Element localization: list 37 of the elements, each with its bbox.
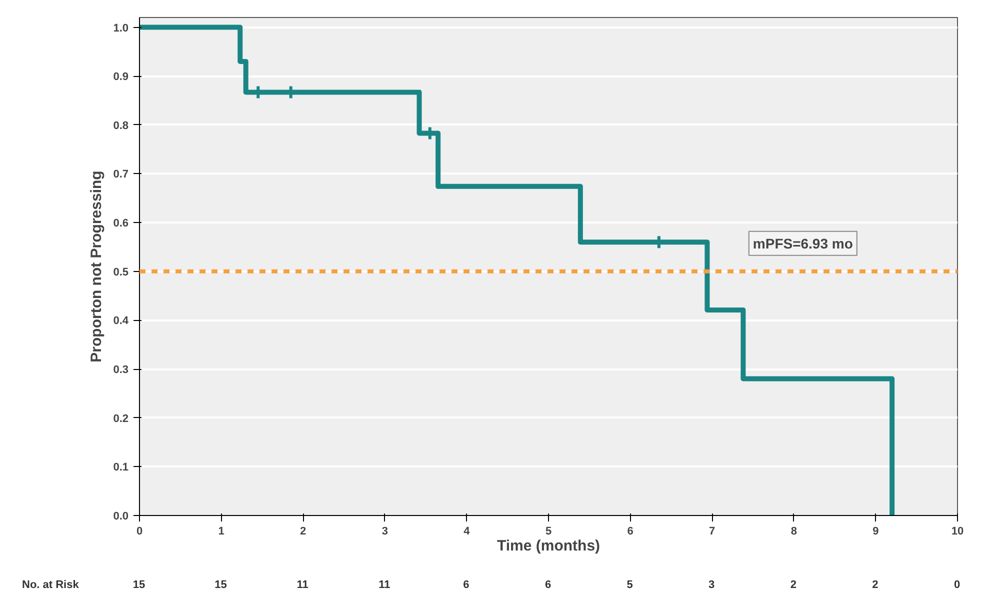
x-tick-label: 3 bbox=[382, 526, 388, 538]
annotation: mPFS=6.93 mo bbox=[752, 235, 853, 252]
text: 11 bbox=[378, 578, 392, 593]
y-tick-label: 0.0 bbox=[113, 510, 129, 522]
x-tick-label: 8 bbox=[790, 526, 797, 538]
y-tick-label: 0.1 bbox=[113, 462, 129, 474]
text: 2 bbox=[789, 578, 798, 593]
x-tick-label: 5 bbox=[545, 526, 552, 538]
text: 6 bbox=[544, 578, 552, 593]
text: 15 bbox=[132, 578, 146, 593]
y-tick-label: 0.9 bbox=[113, 71, 129, 84]
y-tick-label: 0.5 bbox=[113, 266, 129, 278]
text: 15 bbox=[214, 578, 228, 593]
text: 0 bbox=[952, 578, 962, 593]
text: No. at Risk bbox=[22, 578, 79, 593]
x-tick-label: 10 bbox=[951, 526, 964, 538]
text: 3 bbox=[708, 578, 716, 593]
y-tick-label: 0.3 bbox=[113, 364, 129, 376]
x-tick-label: 0 bbox=[136, 526, 143, 538]
y-tick-label: 0.6 bbox=[113, 218, 129, 230]
text: 11 bbox=[296, 578, 310, 593]
x-tick-label: 9 bbox=[872, 526, 879, 538]
x-axis-title: Time (months) bbox=[496, 538, 600, 554]
y-tick-label: 0.4 bbox=[113, 315, 130, 328]
y-tick-label: 0.8 bbox=[113, 120, 129, 132]
text: 2 bbox=[871, 578, 880, 593]
x-tick-label: 2 bbox=[300, 526, 306, 538]
x-tick-label: 4 bbox=[464, 526, 471, 538]
y-tick-label: 0.2 bbox=[113, 412, 129, 425]
y-tick-label: 0.7 bbox=[113, 168, 129, 181]
x-tick-label: 6 bbox=[627, 526, 634, 538]
y-tick-label: 1.0 bbox=[113, 22, 129, 34]
x-tick-label: 1 bbox=[218, 526, 224, 538]
x-tick-label: 7 bbox=[709, 526, 716, 538]
y-axis-title: Proporton not Progressing bbox=[88, 170, 106, 362]
text: 5 bbox=[626, 578, 634, 593]
text: 6 bbox=[462, 578, 470, 593]
